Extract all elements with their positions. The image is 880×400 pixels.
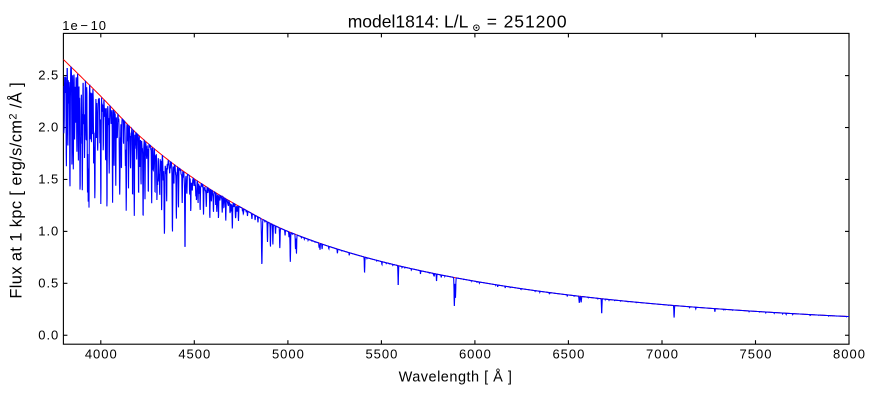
svg-text:6000: 6000 [459, 346, 492, 361]
svg-text:model1814: L/L: model1814: L/L [348, 11, 469, 31]
svg-text:2.0: 2.0 [38, 120, 59, 135]
svg-text:1e−10: 1e −10 [62, 18, 107, 33]
svg-text:0.5: 0.5 [38, 275, 59, 290]
svg-text:Flux at 1 kpc [ erg/s/cm2 /Å ]: Flux at 1 kpc [ erg/s/cm2 /Å ] [7, 82, 26, 299]
svg-text:1.0: 1.0 [38, 224, 59, 239]
svg-text:8000: 8000 [833, 346, 866, 361]
svg-text:5500: 5500 [365, 346, 398, 361]
svg-text:0.0: 0.0 [38, 327, 59, 342]
svg-text:Wavelength [ Å ]: Wavelength [ Å ] [399, 368, 513, 385]
svg-text:5000: 5000 [272, 346, 305, 361]
svg-text:4000: 4000 [85, 346, 118, 361]
svg-text:7000: 7000 [646, 346, 679, 361]
svg-text:1.5: 1.5 [38, 172, 59, 187]
svg-text:7500: 7500 [740, 346, 773, 361]
svg-text:4500: 4500 [178, 346, 211, 361]
svg-text:2.5: 2.5 [38, 68, 59, 83]
svg-text:= 251200: = 251200 [487, 11, 568, 31]
svg-text:6500: 6500 [552, 346, 585, 361]
